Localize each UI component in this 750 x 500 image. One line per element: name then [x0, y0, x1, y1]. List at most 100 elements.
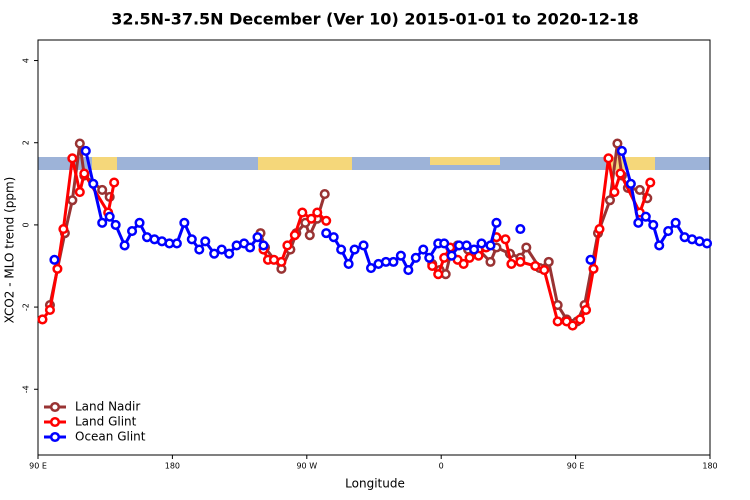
- plot-frame: [37, 39, 711, 456]
- y-tick-label: 4: [22, 58, 31, 63]
- point-marker: [585, 254, 596, 265]
- x-tick-label: 180: [165, 462, 180, 471]
- x-tick-label: 90 E: [29, 462, 47, 471]
- legend-marker: [49, 431, 61, 443]
- point-marker: [395, 250, 406, 261]
- point-marker: [109, 177, 120, 188]
- point-marker: [424, 252, 435, 263]
- point-marker: [319, 189, 330, 200]
- point-marker: [88, 178, 99, 189]
- y-tick-label: 2: [22, 140, 31, 145]
- point-marker: [418, 244, 429, 255]
- point-marker: [609, 186, 620, 198]
- point-marker: [171, 238, 182, 249]
- point-marker: [485, 256, 496, 267]
- point-marker: [663, 226, 674, 237]
- chart-title: 32.5N-37.5N December (Ver 10) 2015-01-01…: [111, 10, 639, 29]
- point-marker: [336, 244, 347, 255]
- point-marker: [464, 252, 475, 263]
- point-marker: [358, 240, 369, 251]
- point-marker: [194, 244, 205, 255]
- point-marker: [321, 215, 332, 226]
- point-marker: [530, 260, 541, 272]
- legend-label: Land Nadir: [75, 400, 140, 414]
- point-marker: [439, 238, 450, 249]
- land-band: [430, 157, 500, 165]
- point-marker: [343, 258, 354, 269]
- point-marker: [388, 256, 399, 267]
- point-marker: [515, 256, 526, 267]
- point-marker: [104, 211, 115, 222]
- point-marker: [625, 178, 636, 189]
- point-marker: [119, 240, 130, 251]
- point-marker: [304, 230, 315, 241]
- x-axis-label: Longitude: [345, 477, 405, 491]
- point-marker: [37, 314, 48, 325]
- point-marker: [321, 228, 332, 239]
- ocean-band: [38, 157, 710, 170]
- point-marker: [252, 232, 263, 243]
- point-marker: [485, 240, 496, 251]
- point-marker: [543, 256, 554, 267]
- point-marker: [186, 234, 197, 245]
- point-marker: [521, 242, 532, 253]
- x-tick-label: 0: [439, 462, 444, 471]
- point-marker: [245, 242, 256, 253]
- point-marker: [539, 265, 550, 276]
- point-marker: [410, 252, 421, 263]
- series-line: [48, 142, 649, 323]
- point-marker: [515, 223, 526, 235]
- land-band: [258, 157, 352, 170]
- x-tick-label: 180: [702, 462, 717, 471]
- point-marker: [670, 217, 681, 228]
- point-marker: [427, 260, 438, 272]
- point-marker: [58, 223, 69, 235]
- point-marker: [200, 236, 211, 247]
- point-marker: [433, 269, 444, 280]
- point-marker: [612, 138, 623, 149]
- x-tick-label: 90 W: [296, 462, 317, 471]
- point-marker: [134, 217, 145, 228]
- point-marker: [403, 265, 414, 276]
- point-marker: [645, 177, 656, 188]
- point-marker: [446, 250, 457, 261]
- point-marker: [306, 213, 317, 224]
- point-marker: [97, 184, 108, 196]
- point-marker: [575, 314, 586, 325]
- land-band: [92, 157, 117, 170]
- legend-label: Land Glint: [75, 415, 137, 429]
- point-marker: [49, 254, 60, 265]
- point-marker: [365, 262, 377, 274]
- y-tick-label: -2: [22, 303, 31, 311]
- point-marker: [458, 258, 469, 269]
- point-marker: [640, 211, 651, 222]
- point-marker: [491, 217, 502, 228]
- point-marker: [80, 145, 91, 156]
- point-marker: [594, 223, 605, 235]
- point-marker: [282, 240, 293, 251]
- point-marker: [67, 195, 78, 206]
- point-marker: [648, 219, 659, 230]
- legend-marker: [49, 416, 61, 428]
- legend-label: Ocean Glint: [75, 430, 146, 444]
- point-marker: [110, 219, 121, 230]
- point-marker: [633, 217, 644, 228]
- point-marker: [461, 240, 472, 251]
- point-marker: [79, 168, 90, 179]
- point-marker: [276, 256, 287, 267]
- point-marker: [179, 217, 190, 228]
- point-marker: [604, 195, 615, 206]
- y-tick-label: 0: [22, 222, 31, 227]
- point-marker: [615, 168, 626, 179]
- point-marker: [224, 248, 235, 259]
- point-marker: [500, 234, 511, 245]
- point-marker: [581, 304, 592, 316]
- point-marker: [312, 207, 323, 218]
- point-marker: [74, 138, 85, 149]
- point-marker: [44, 304, 55, 316]
- point-marker: [603, 153, 614, 164]
- point-marker: [67, 153, 78, 164]
